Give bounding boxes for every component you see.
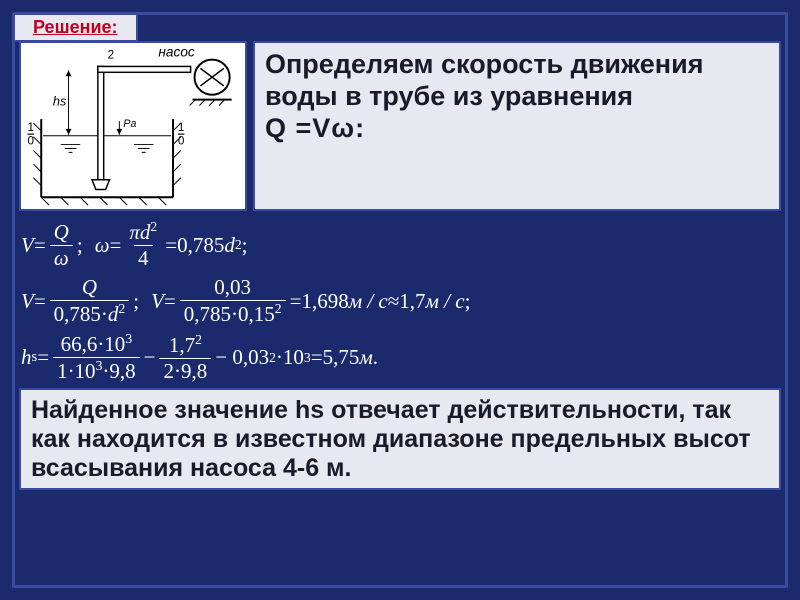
svg-text:0: 0 [178,135,185,148]
svg-text:0: 0 [28,135,35,148]
description-text: Определяем скорость движения воды в труб… [265,49,703,111]
svg-text:2: 2 [108,49,115,62]
svg-text:насос: насос [158,45,195,60]
formula-row-1: V = Qω; ω = πd2 4 = 0,785d2 ; [21,219,779,271]
top-row: Pа насос 2 [15,41,785,211]
formula-row-3: hs = 66,6·103 1·103·9,8 − 1,72 2·9,8 − 0… [21,331,779,384]
formulas-block: V = Qω; ω = πd2 4 = 0,785d2 ; V = Q 0,78… [21,219,779,384]
description-box: Определяем скорость движения воды в труб… [253,41,781,211]
svg-text:hs: hs [53,94,67,108]
conclusion-box: Найденное значение hs отвечает действите… [19,388,781,490]
description-eq: Q =Vω: [265,113,365,143]
formula-row-2: V = Q 0,785·d2 ; V = 0,03 0,785·0,152 = … [21,275,779,327]
svg-text:Pа: Pа [123,118,136,130]
solution-label: Решение: [13,13,138,42]
diagram-box: Pа насос 2 [19,41,247,211]
pump-diagram: Pа насос 2 [21,43,245,209]
slide-frame: Решение: [12,12,788,588]
conclusion-text: Найденное значение hs отвечает действите… [31,396,751,482]
svg-text:1: 1 [178,121,185,134]
svg-text:1: 1 [28,121,35,134]
